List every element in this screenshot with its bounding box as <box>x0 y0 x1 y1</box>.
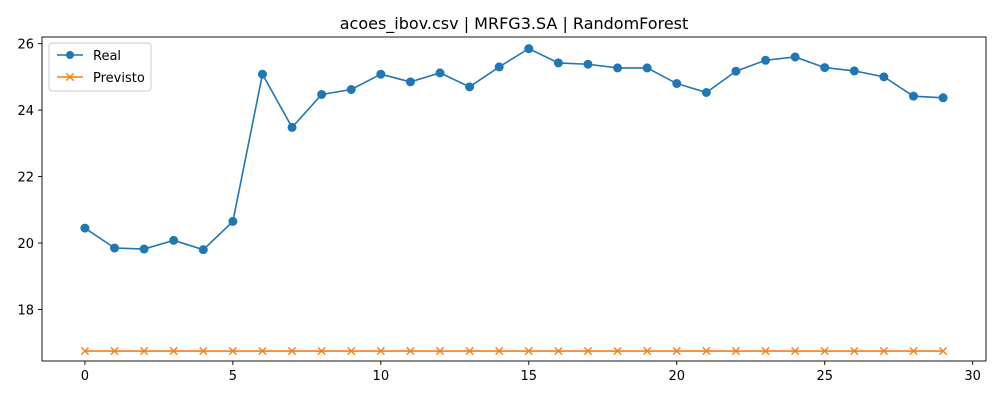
data-point-real <box>494 62 504 72</box>
legend-marker-real <box>66 51 74 59</box>
data-point-real <box>642 63 652 73</box>
data-point-real <box>257 69 267 79</box>
data-point-previsto <box>80 346 90 356</box>
x-tick-label: 10 <box>373 369 390 384</box>
data-point-previsto <box>495 346 504 356</box>
data-point-previsto <box>287 346 297 356</box>
data-point-previsto <box>879 346 889 356</box>
x-tick-label: 15 <box>521 369 538 384</box>
data-point-previsto <box>820 346 829 356</box>
x-tick-label: 20 <box>668 369 685 384</box>
data-point-real <box>376 69 386 79</box>
data-point-real <box>524 44 534 54</box>
data-point-previsto <box>524 346 533 356</box>
data-point-previsto <box>850 346 859 356</box>
data-point-real <box>613 63 623 73</box>
data-point-real <box>790 52 800 62</box>
data-point-real <box>820 63 830 73</box>
data-point-previsto <box>761 346 770 356</box>
data-point-real <box>761 55 771 65</box>
data-point-previsto <box>139 346 149 356</box>
data-point-previsto <box>583 346 593 356</box>
data-point-real <box>110 243 120 253</box>
legend-label-real: Real <box>93 49 121 64</box>
data-point-real <box>849 66 859 76</box>
data-point-previsto <box>258 346 267 356</box>
data-point-previsto <box>199 346 208 356</box>
chart-title: acoes_ibov.csv | MRFG3.SA | RandomForest <box>340 14 689 34</box>
data-point-real <box>583 59 593 69</box>
y-tick-label: 20 <box>17 237 34 252</box>
data-point-previsto <box>702 346 711 356</box>
data-point-previsto <box>731 346 741 356</box>
data-point-previsto <box>347 346 356 356</box>
data-point-previsto <box>169 346 178 356</box>
data-point-previsto <box>376 346 385 356</box>
data-point-real <box>346 85 356 95</box>
data-point-real <box>879 72 889 82</box>
data-point-real <box>701 87 711 97</box>
y-tick-label: 22 <box>17 171 34 186</box>
data-point-real <box>731 66 741 76</box>
data-point-previsto <box>613 346 622 356</box>
data-point-previsto <box>228 346 237 356</box>
plot-frame <box>41 36 987 362</box>
data-point-previsto <box>465 346 474 356</box>
y-tick-label: 18 <box>17 303 34 318</box>
data-point-real <box>198 245 208 255</box>
data-point-real <box>405 77 415 87</box>
data-point-real <box>553 58 563 68</box>
data-point-real <box>80 223 90 233</box>
legend-label-previsto: Previsto <box>93 71 145 86</box>
legend-marker-previsto <box>65 72 75 82</box>
data-point-previsto <box>406 346 415 356</box>
data-point-previsto <box>554 346 563 356</box>
y-tick-label: 26 <box>17 38 34 53</box>
x-tick-label: 0 <box>81 369 89 384</box>
data-point-previsto <box>435 346 445 356</box>
x-tick-label: 5 <box>229 369 237 384</box>
data-point-real <box>672 79 682 89</box>
series-line-real <box>84 47 944 251</box>
data-point-real <box>435 68 445 78</box>
data-point-previsto <box>110 346 119 356</box>
data-point-real <box>287 122 297 132</box>
data-point-real <box>317 89 327 99</box>
data-point-previsto <box>909 346 918 356</box>
x-tick-label: 30 <box>964 369 981 384</box>
plot-area: 0 5 10 15 20 25 30 18 20 22 24 26 Real Previsto <box>17 36 987 384</box>
data-point-previsto <box>672 346 681 356</box>
data-point-real <box>465 82 475 92</box>
data-point-real <box>908 91 918 101</box>
data-point-real <box>228 216 238 226</box>
data-point-previsto <box>643 346 652 356</box>
data-point-previsto <box>938 346 948 356</box>
data-point-real <box>169 235 179 245</box>
data-point-real <box>139 244 149 254</box>
data-point-real <box>938 93 948 103</box>
x-tick-label: 25 <box>816 369 833 384</box>
y-tick-label: 24 <box>17 104 34 119</box>
data-point-previsto <box>317 346 326 356</box>
data-point-previsto <box>791 346 800 356</box>
